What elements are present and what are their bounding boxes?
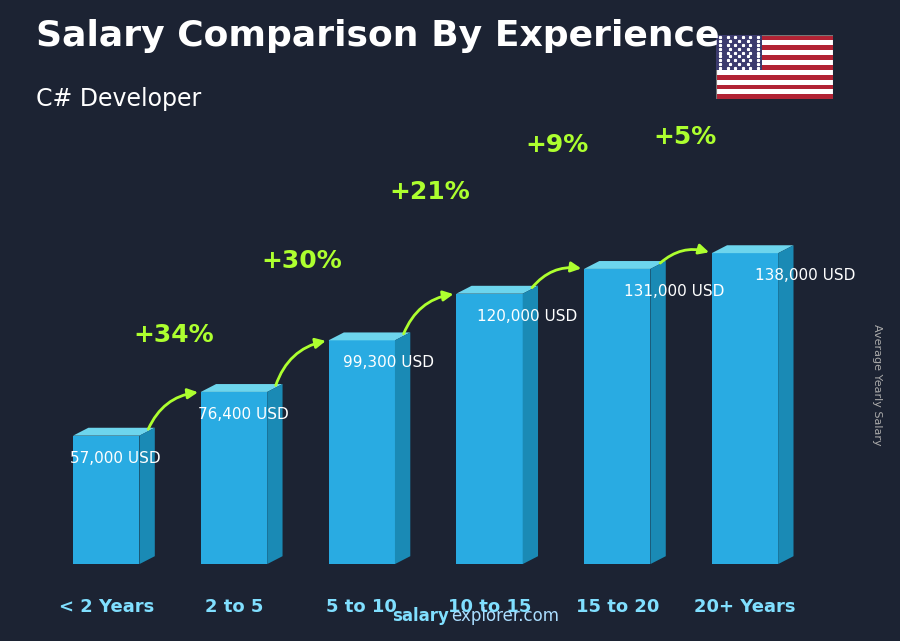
Polygon shape (328, 333, 410, 340)
Text: explorer.com: explorer.com (451, 607, 559, 625)
Polygon shape (651, 261, 666, 564)
Text: Salary Comparison By Experience: Salary Comparison By Experience (36, 19, 719, 53)
Polygon shape (712, 246, 794, 253)
Bar (716, 50, 832, 55)
Bar (716, 60, 832, 65)
FancyBboxPatch shape (328, 340, 395, 564)
Text: 10 to 15: 10 to 15 (448, 597, 531, 615)
Text: 120,000 USD: 120,000 USD (477, 308, 577, 324)
Text: < 2 Years: < 2 Years (58, 597, 154, 615)
Polygon shape (456, 286, 538, 294)
FancyBboxPatch shape (456, 294, 523, 564)
Bar (716, 35, 762, 70)
Bar (716, 40, 832, 45)
FancyBboxPatch shape (73, 436, 140, 564)
Text: 20+ Years: 20+ Years (694, 597, 796, 615)
Text: +9%: +9% (526, 133, 589, 158)
Polygon shape (201, 384, 283, 392)
Bar (716, 35, 832, 40)
Text: 138,000 USD: 138,000 USD (755, 268, 856, 283)
Bar (716, 55, 832, 60)
Text: +5%: +5% (653, 125, 716, 149)
FancyBboxPatch shape (201, 392, 267, 564)
Polygon shape (395, 333, 410, 564)
Polygon shape (778, 246, 794, 564)
Text: 5 to 10: 5 to 10 (327, 597, 397, 615)
Polygon shape (523, 286, 538, 564)
Bar (716, 90, 832, 94)
FancyBboxPatch shape (712, 253, 778, 564)
Text: Average Yearly Salary: Average Yearly Salary (872, 324, 883, 445)
Bar (716, 75, 832, 79)
Text: 57,000 USD: 57,000 USD (70, 451, 161, 465)
Polygon shape (73, 428, 155, 436)
Text: C# Developer: C# Developer (36, 87, 202, 110)
Text: 15 to 20: 15 to 20 (575, 597, 659, 615)
Polygon shape (267, 384, 283, 564)
FancyBboxPatch shape (584, 269, 651, 564)
Bar (716, 65, 832, 70)
Text: 76,400 USD: 76,400 USD (198, 407, 289, 422)
Bar (716, 70, 832, 75)
Bar (716, 85, 832, 90)
Text: +34%: +34% (133, 323, 214, 347)
Text: +21%: +21% (389, 181, 470, 204)
Text: 131,000 USD: 131,000 USD (624, 284, 724, 299)
Text: 99,300 USD: 99,300 USD (343, 355, 434, 370)
Text: salary: salary (392, 607, 449, 625)
Bar (716, 94, 832, 99)
Text: +30%: +30% (261, 249, 342, 274)
Bar (716, 79, 832, 85)
Polygon shape (140, 428, 155, 564)
Text: 2 to 5: 2 to 5 (205, 597, 263, 615)
Bar (716, 45, 832, 50)
Polygon shape (584, 261, 666, 269)
